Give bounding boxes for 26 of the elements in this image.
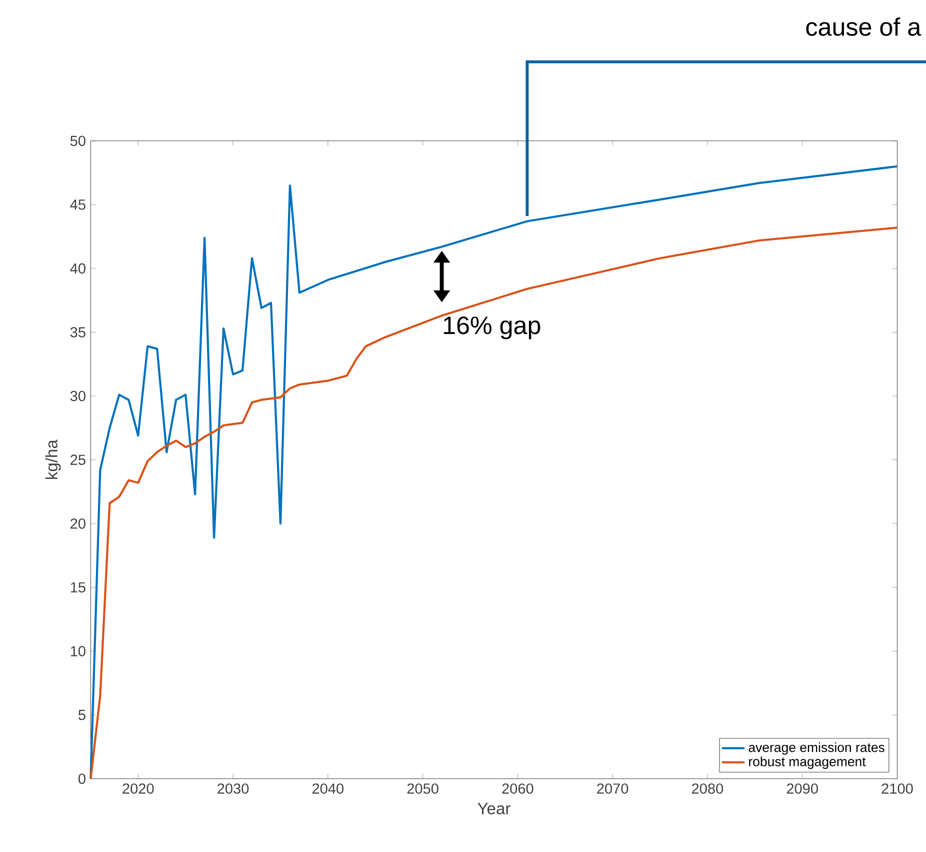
x-tick-label: 2090 <box>786 783 818 794</box>
y-tick-label: 20 <box>70 518 86 529</box>
y-tick-label: 45 <box>70 200 86 210</box>
annotation: 16% gap <box>444 316 540 340</box>
x-tick-label: 2040 <box>312 783 344 794</box>
y-tick-label: 40 <box>70 263 86 274</box>
x-tick-label: 2080 <box>692 783 724 794</box>
x-tick-label: 2060 <box>502 783 534 794</box>
y-tick-label: 50 <box>70 136 86 146</box>
x-tick-label: 2020 <box>122 783 154 794</box>
x-tick-label: 2070 <box>597 783 628 794</box>
y-tick-label: 30 <box>70 390 86 402</box>
annotation: cause of a <box>806 17 922 36</box>
y-tick-label: 10 <box>70 646 86 656</box>
y-tick-label: 0 <box>78 774 86 784</box>
y-tick-label: 35 <box>70 327 86 338</box>
y-tick-label: 25 <box>70 454 86 465</box>
x-tick-label: 2100 <box>882 783 913 794</box>
x-tick-label: 2050 <box>407 783 438 794</box>
x-axis-title: Year <box>478 802 510 814</box>
x-tick-label: 2030 <box>218 783 249 794</box>
legend-label: average emission rates <box>748 742 884 755</box>
y-tick-label: 15 <box>70 582 86 592</box>
y-tick-label: 5 <box>78 710 86 720</box>
y-axis-title: kg/ha <box>45 440 61 479</box>
legend-label: robust magagement <box>749 756 866 769</box>
